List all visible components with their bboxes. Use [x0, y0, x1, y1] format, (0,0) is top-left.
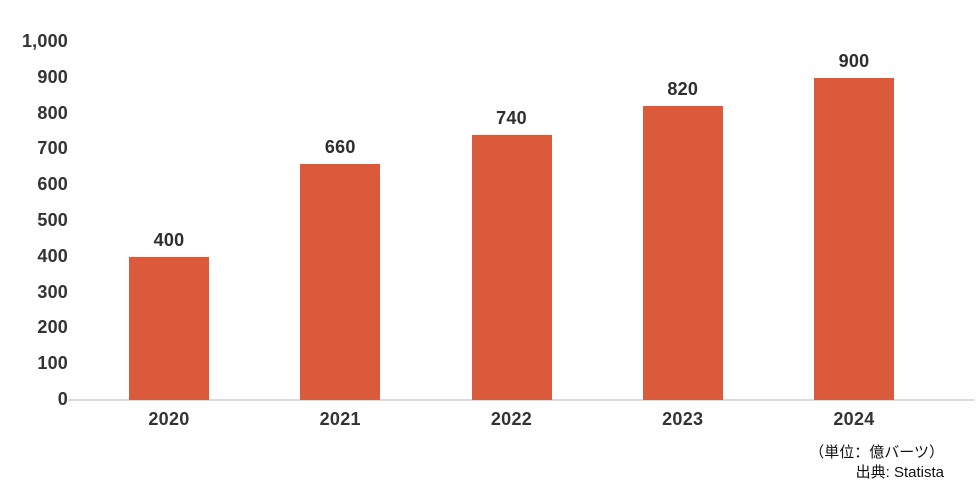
y-axis-tick-label: 1,000 — [21, 31, 68, 51]
bar-value-label: 400 — [153, 229, 185, 250]
bars: 400 660 740 820 900 — [129, 41, 894, 400]
bar-value-label: 820 — [667, 79, 699, 100]
y-axis-tick-label: 800 — [37, 102, 68, 123]
unit-note: （単位：億バーツ） — [809, 444, 944, 461]
footnote: （単位：億バーツ） 出典: Statista — [809, 443, 944, 483]
bar-2023 — [642, 106, 723, 400]
bar-value-label: 660 — [324, 136, 356, 157]
bar-column: 740 — [471, 108, 552, 400]
source-note: 出典: Statista — [855, 464, 944, 481]
y-axis-tick-label: 0 — [57, 389, 68, 409]
x-axis-line — [68, 399, 975, 401]
y-axis-tick-label: 700 — [37, 138, 68, 159]
y-axis: 0 100 200 300 400 500 600 700 800 900 1,000 — [0, 0, 68, 493]
bar-column: 820 — [642, 79, 723, 400]
bar-2022 — [471, 135, 552, 400]
x-axis-category-label: 2022 — [490, 409, 533, 429]
y-axis-tick-label: 100 — [37, 353, 68, 374]
bar-2021 — [300, 163, 381, 400]
y-axis-tick-label: 200 — [37, 317, 68, 338]
bar-column: 900 — [814, 52, 894, 400]
x-axis-labels: 2020 2021 2022 2023 2024 — [129, 409, 894, 430]
bar-column: 400 — [129, 231, 209, 400]
x-axis-category-label: 2020 — [148, 409, 190, 429]
y-axis-tick-label: 300 — [37, 281, 68, 302]
y-axis-tick-label: 900 — [37, 66, 68, 87]
bar-2020 — [129, 256, 209, 400]
bar-value-label: 740 — [496, 108, 527, 129]
y-axis-tick-label: 500 — [37, 210, 68, 230]
y-axis-tick-label: 600 — [37, 174, 68, 195]
bar-value-label: 900 — [838, 50, 870, 71]
x-axis-category-label: 2023 — [662, 409, 704, 429]
x-axis-category-label: 2024 — [833, 409, 875, 429]
y-axis-tick-label: 400 — [37, 245, 68, 266]
bar-2024 — [814, 77, 894, 400]
x-axis-category-label: 2021 — [319, 409, 361, 429]
bar-column: 660 — [300, 136, 381, 400]
